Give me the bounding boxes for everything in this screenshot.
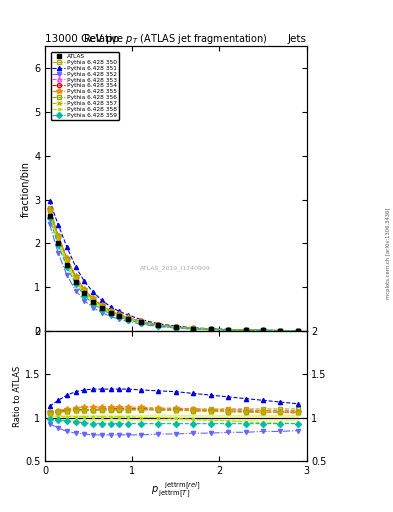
Title: Relative $p_{T}$ (ATLAS jet fragmentation): Relative $p_{T}$ (ATLAS jet fragmentatio… — [83, 32, 268, 46]
Text: Jets: Jets — [288, 33, 307, 44]
Text: ATLAS_2019_I1740909: ATLAS_2019_I1740909 — [140, 266, 211, 271]
X-axis label: $p_{\,\mathrm{jettrm}[T]}^{\quad\mathrm{jettrm}[rel]}$: $p_{\,\mathrm{jettrm}[T]}^{\quad\mathrm{… — [151, 480, 201, 500]
Legend: ATLAS, Pythia 6.428 350, Pythia 6.428 351, Pythia 6.428 352, Pythia 6.428 353, P: ATLAS, Pythia 6.428 350, Pythia 6.428 35… — [51, 52, 119, 120]
Text: mcplots.cern.ch [arXiv:1306.3436]: mcplots.cern.ch [arXiv:1306.3436] — [386, 208, 391, 299]
Y-axis label: fraction/bin: fraction/bin — [21, 161, 31, 217]
Text: 13000 GeV pp: 13000 GeV pp — [45, 33, 119, 44]
Y-axis label: Ratio to ATLAS: Ratio to ATLAS — [13, 366, 22, 426]
